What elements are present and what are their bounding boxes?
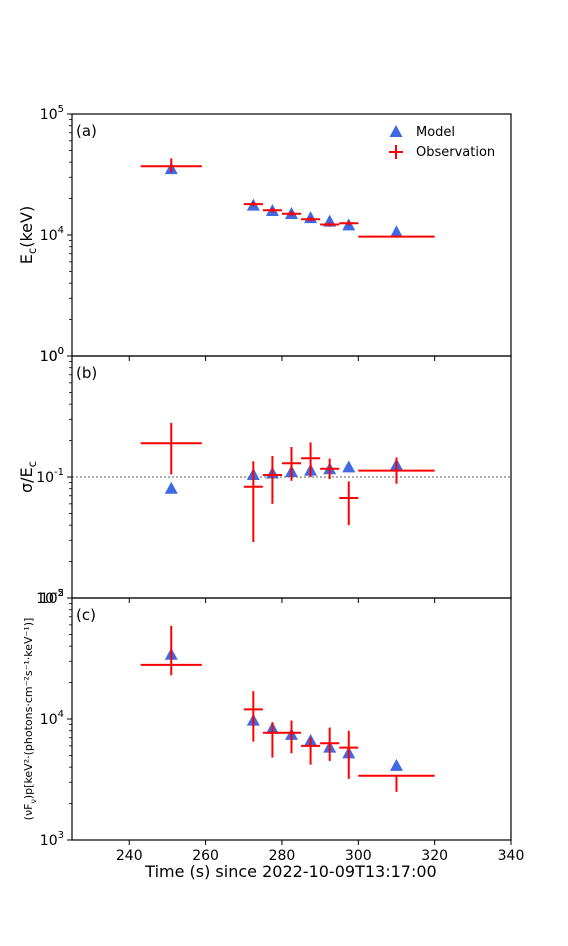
chart-panel-a: 105 104 100 (a) Ec(keV) Model Observation (17, 104, 512, 365)
y-tick-label: 100 (40, 346, 64, 365)
y-axis-label: (νFν)p[keV²·(photons·cm⁻²s⁻¹·keV⁻¹)] (22, 618, 38, 821)
y-tick-label: 104 (40, 225, 64, 244)
y-axis-label: Ec(keV) (17, 206, 39, 264)
legend: Model Observation (389, 125, 495, 160)
x-tick-label: 260 (192, 848, 219, 864)
panel-label: (a) (76, 122, 97, 140)
x-tick-label: 300 (345, 848, 372, 864)
model-point (389, 758, 403, 771)
y-tick-label: 103 (40, 830, 64, 849)
panel-label: (c) (76, 606, 96, 624)
x-tick-label: 240 (116, 848, 143, 864)
y-tick-label: 10-1 (36, 467, 64, 486)
x-tick-label: 280 (269, 848, 296, 864)
x-tick-label: 320 (421, 848, 448, 864)
panel-frame (71, 597, 512, 841)
model-point (389, 225, 403, 238)
y-tick-label: 105 (40, 104, 64, 123)
y-axis-label: σ/Ec (17, 461, 39, 493)
y-tick-label: 105 (40, 588, 64, 607)
x-axis-label: Time (s) since 2022-10-09T13:17:00 (144, 862, 436, 881)
panel-label: (b) (76, 364, 97, 382)
chart-panel-c: 105 104 103 240 260 280 300 320 340 (c) (νFν)p[keV… (22, 588, 524, 864)
y-tick-label: 100 (40, 346, 64, 365)
model-point (342, 460, 356, 473)
chart-panels: 105104100(a)Ec(keV)ModelObservation10010… (17, 104, 524, 864)
chart-panel-b: 100 10-1 10-2 (b) σ/Ec (17, 346, 512, 607)
y-tick-label: 10-2 (36, 588, 64, 607)
x-tick-label: 340 (498, 848, 525, 864)
y-tick-label: 104 (40, 709, 64, 728)
model-point (164, 481, 178, 494)
legend-model-label: Model (416, 125, 455, 140)
legend-model-marker (389, 125, 403, 137)
legend-observation-label: Observation (416, 145, 495, 160)
